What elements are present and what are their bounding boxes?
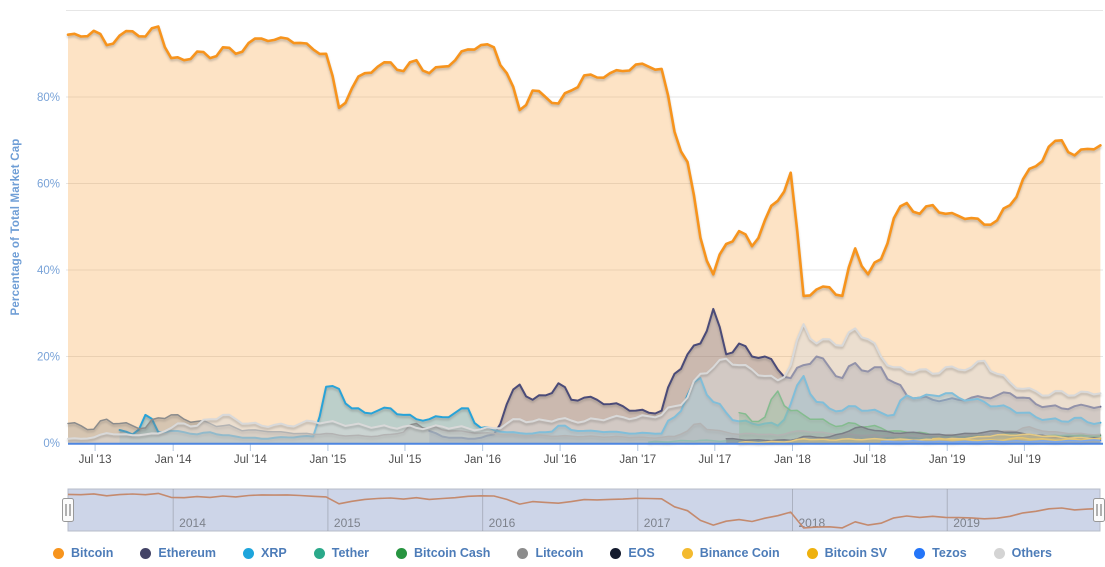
legend-item-tezos[interactable]: Tezos xyxy=(914,546,967,560)
navigator-handle-right-body[interactable] xyxy=(1093,498,1105,522)
legend-item-xrp[interactable]: XRP xyxy=(243,546,287,560)
litecoin-marker-icon xyxy=(517,547,529,559)
legend-item-litecoin[interactable]: Litecoin xyxy=(517,546,583,560)
legend-label-tezos: Tezos xyxy=(932,546,967,560)
legend-label-litecoin: Litecoin xyxy=(535,546,584,560)
y-axis-title: Percentage of Total Market Cap xyxy=(10,138,22,316)
x-tick-label-2: Jul '14 xyxy=(234,454,267,466)
x-tick-label-12: Jul '19 xyxy=(1008,454,1041,466)
legend-label-xrp: XRP xyxy=(261,546,287,560)
bitcoin-cash-marker-icon xyxy=(396,547,408,559)
x-tick-label-6: Jul '16 xyxy=(544,454,577,466)
y-tick-label-40: 40% xyxy=(37,265,60,277)
bitcoin-area xyxy=(68,26,1101,443)
binance-coin-marker-icon xyxy=(681,547,693,559)
legend-item-binance-coin[interactable]: Binance Coin xyxy=(681,546,780,560)
tether-marker-icon xyxy=(313,547,325,559)
eos-marker-icon xyxy=(610,547,622,559)
x-tick-label-11: Jan '19 xyxy=(929,454,966,466)
navigator-handle-left-body[interactable] xyxy=(62,498,74,522)
xrp-marker-icon xyxy=(243,547,255,559)
others-line xyxy=(67,323,1102,440)
legend-label-binance-coin: Binance Coin xyxy=(699,546,780,560)
tezos-marker-icon xyxy=(914,547,926,559)
others-area xyxy=(68,324,1101,443)
legend-label-bitcoin-cash: Bitcoin Cash xyxy=(414,546,491,560)
bitcoin-marker-icon xyxy=(53,547,65,559)
legend-item-tether[interactable]: Tether xyxy=(313,546,370,560)
navigator-year-label-2017: 2017 xyxy=(644,516,671,530)
x-tick-label-3: Jan '15 xyxy=(310,454,347,466)
y-tick-label-20: 20% xyxy=(37,352,60,364)
dominance-chart-canvas[interactable]: 0% 20% 40% 60% 80% Jul '13 Jan '14 Jul '14 Jan '… xyxy=(0,0,1105,540)
legend-item-others[interactable]: Others xyxy=(993,546,1052,560)
y-tick-label-80: 80% xyxy=(37,92,60,104)
ethereum-marker-icon xyxy=(140,547,152,559)
x-tick-label-0: Jul '13 xyxy=(79,454,112,466)
navigator-handle-right[interactable] xyxy=(1093,498,1105,522)
others-marker-icon xyxy=(993,547,1005,559)
legend: Bitcoin Ethereum XRP Tether Bitcoin Cash Lite… xyxy=(0,541,1105,565)
legend-label-tether: Tether xyxy=(331,546,370,560)
legend-item-bitcoin[interactable]: Bitcoin xyxy=(53,546,113,560)
bitcoin-sv-marker-icon xyxy=(806,547,818,559)
legend-label-ethereum: Ethereum xyxy=(158,546,217,560)
legend-item-bitcoin-cash[interactable]: Bitcoin Cash xyxy=(396,546,490,560)
legend-label-eos: EOS xyxy=(628,546,655,560)
x-tick-label-10: Jul '18 xyxy=(853,454,886,466)
legend-item-eos[interactable]: EOS xyxy=(610,546,655,560)
legend-item-ethereum[interactable]: Ethereum xyxy=(140,546,216,560)
x-tick-label-4: Jul '15 xyxy=(389,454,422,466)
y-tick-label-0: 0% xyxy=(43,438,60,450)
navigator-year-label-2016: 2016 xyxy=(489,516,516,530)
legend-label-others: Others xyxy=(1011,546,1052,560)
navigator-year-label-2014: 2014 xyxy=(179,516,206,530)
navigator-year-label-2019: 2019 xyxy=(953,516,980,530)
bitcoin-line xyxy=(66,25,1102,298)
x-tick-label-9: Jan '18 xyxy=(774,454,811,466)
navigator-series-line xyxy=(67,492,1101,529)
x-tick-label-5: Jan '16 xyxy=(464,454,501,466)
legend-item-bitcoin-sv[interactable]: Bitcoin SV xyxy=(806,546,888,560)
legend-label-bitcoin: Bitcoin xyxy=(71,546,114,560)
x-tick-label-8: Jul '17 xyxy=(698,454,731,466)
x-tick-label-7: Jan '17 xyxy=(619,454,656,466)
x-tick-label-1: Jan '14 xyxy=(155,454,192,466)
y-tick-label-60: 60% xyxy=(37,179,60,191)
legend-label-bitcoin-sv: Bitcoin SV xyxy=(824,546,888,560)
navigator-year-label-2015: 2015 xyxy=(334,516,361,530)
navigator-handle-left[interactable] xyxy=(62,498,74,522)
